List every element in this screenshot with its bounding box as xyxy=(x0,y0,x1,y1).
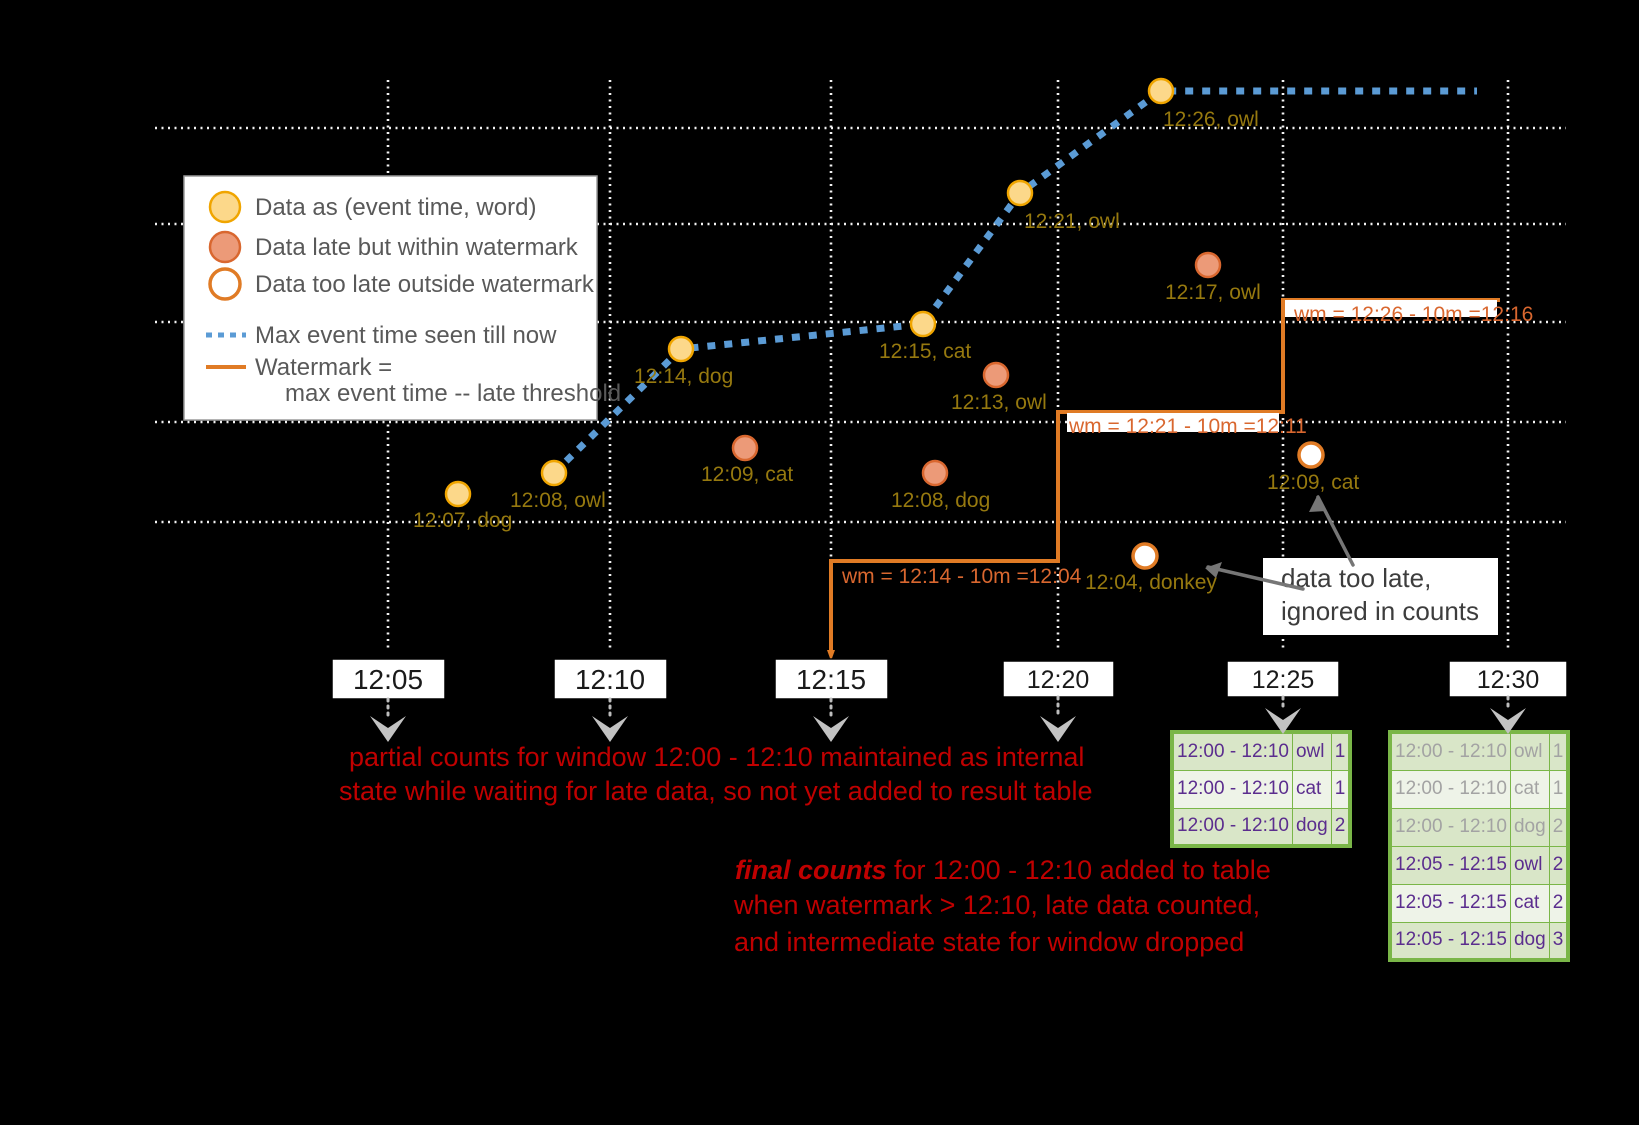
svg-text:12:20: 12:20 xyxy=(1027,666,1090,694)
svg-text:final counts for 12:00 - 12:10: final counts for 12:00 - 12:10 added to … xyxy=(735,855,1271,885)
svg-text:12:30: 12:30 xyxy=(1477,666,1540,694)
svg-text:and intermediate state for win: and intermediate state for window droppe… xyxy=(734,927,1244,957)
svg-text:wm = 12:21 - 10m =12:11: wm = 12:21 - 10m =12:11 xyxy=(1068,415,1307,438)
svg-text:Data too late outside watermar: Data too late outside watermark xyxy=(255,271,595,298)
svg-text:partial counts for window 12:0: partial counts for window 12:00 - 12:10 … xyxy=(349,742,1084,772)
svg-text:12:26, owl: 12:26, owl xyxy=(1163,108,1259,131)
svg-text:12:14, dog: 12:14, dog xyxy=(634,365,733,388)
svg-text:wm = 12:26 - 10m =12:16: wm = 12:26 - 10m =12:16 xyxy=(1293,303,1533,326)
svg-text:Data late but within watermark: Data late but within watermark xyxy=(255,234,579,261)
svg-text:12:13, owl: 12:13, owl xyxy=(951,391,1047,414)
svg-text:when watermark > 12:10, late d: when watermark > 12:10, late data counte… xyxy=(733,890,1260,920)
svg-text:max event time -- late thresho: max event time -- late threshold xyxy=(285,380,621,407)
svg-text:12:07, dog: 12:07, dog xyxy=(413,509,512,532)
svg-text:12:21, owl: 12:21, owl xyxy=(1024,210,1120,233)
svg-text:ignored in counts: ignored in counts xyxy=(1281,596,1479,626)
svg-text:12:05: 12:05 xyxy=(353,664,423,695)
svg-text:12:15: 12:15 xyxy=(796,664,866,695)
svg-text:Max event time seen till now: Max event time seen till now xyxy=(255,322,557,349)
svg-text:12:25: 12:25 xyxy=(1252,666,1315,694)
svg-text:wm = 12:14 - 10m =12:04: wm = 12:14 - 10m =12:04 xyxy=(841,565,1082,588)
svg-text:12:09, cat: 12:09, cat xyxy=(1267,471,1359,494)
svg-text:12:04, donkey: 12:04, donkey xyxy=(1085,571,1217,594)
svg-text:12:08, dog: 12:08, dog xyxy=(891,489,990,512)
svg-text:Data as (event time, word): Data as (event time, word) xyxy=(255,194,536,221)
svg-text:12:17, owl: 12:17, owl xyxy=(1165,281,1261,304)
svg-text:12:09, cat: 12:09, cat xyxy=(701,463,793,486)
svg-text:state while waiting for late d: state while waiting for late data, so no… xyxy=(339,776,1092,806)
svg-text:12:10: 12:10 xyxy=(575,664,645,695)
svg-text:12:15, cat: 12:15, cat xyxy=(879,340,971,363)
svg-text:Watermark =: Watermark = xyxy=(255,354,392,381)
svg-text:12:08, owl: 12:08, owl xyxy=(510,489,606,512)
